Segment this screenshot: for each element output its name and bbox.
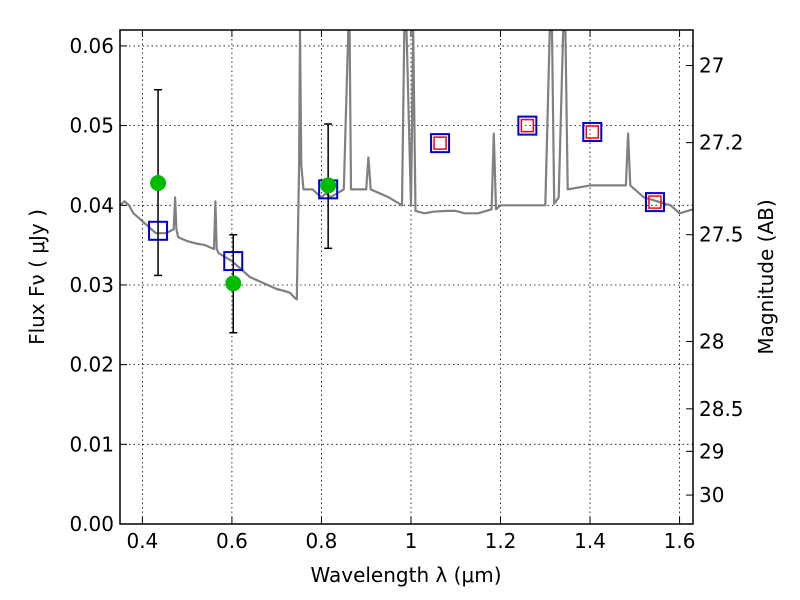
sed-line xyxy=(120,30,693,301)
right-tick-label: 30 xyxy=(699,483,724,507)
y-tick-label: 0.03 xyxy=(69,273,114,297)
x-tick-label: 0.8 xyxy=(306,529,338,553)
model-inner-box xyxy=(433,136,447,150)
x-tick-label: 1.2 xyxy=(485,529,517,553)
model-inner-box xyxy=(520,118,535,133)
model-photometry-box xyxy=(582,121,603,142)
right-tick-label: 28.5 xyxy=(699,397,744,421)
model-inner-box xyxy=(585,125,600,139)
right-axis-label: Magnitude (AB) xyxy=(754,199,778,354)
y-tick-label: 0.04 xyxy=(69,193,114,217)
y-tick-label: 0.06 xyxy=(69,34,114,58)
right-tick-label: 27.5 xyxy=(699,223,744,247)
x-tick-label: 0.6 xyxy=(216,529,248,553)
x-tick-label: 0.4 xyxy=(126,529,158,553)
plot-background xyxy=(120,30,693,524)
model-photometry-box xyxy=(430,133,451,154)
observed-point xyxy=(320,177,337,194)
right-tick-label: 28 xyxy=(699,329,724,353)
model-photometry-box xyxy=(644,192,665,213)
x-axis-label: Wavelength λ (μm) xyxy=(310,563,501,587)
y-tick-label: 0.05 xyxy=(69,114,114,138)
plot-frame xyxy=(119,29,694,525)
model-photometry-box xyxy=(517,115,538,136)
model-inner-box xyxy=(648,195,662,209)
ticks: 0.4 0.6 0.8 1 1.2 1.4 1.6 0.00 0.01 0.02 0.03 0.04 0… xyxy=(69,30,744,553)
x-tick-label: 1.4 xyxy=(574,529,606,553)
y-axis-label: Flux Fν ( μJy ) xyxy=(25,209,49,345)
observed-point xyxy=(225,275,242,292)
y-tick-label: 0.00 xyxy=(69,512,114,536)
right-tick-label: 27.2 xyxy=(699,131,744,155)
right-tick-label: 27 xyxy=(699,54,724,78)
x-tick-label: 1 xyxy=(405,529,418,553)
right-tick-label: 29 xyxy=(699,439,724,463)
marker-layer xyxy=(148,89,665,334)
observed-point xyxy=(150,174,167,191)
y-tick-label: 0.01 xyxy=(69,432,114,456)
y-tick-label: 0.02 xyxy=(69,353,114,377)
data-layer xyxy=(120,30,693,301)
x-tick-label: 1.6 xyxy=(664,529,696,553)
